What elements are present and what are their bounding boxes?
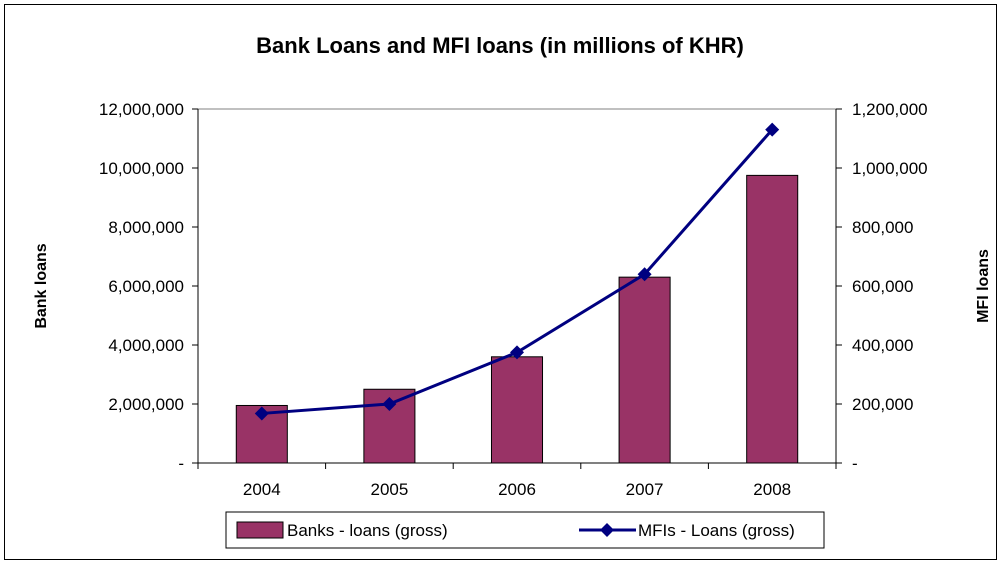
legend: Banks - loans (gross) MFIs - Loans (gros… (225, 511, 825, 549)
bar-2008 (746, 174, 799, 464)
mfi-point-2005 (382, 397, 397, 411)
y-tick-label: 2,000,000 (108, 395, 184, 414)
y-tick-label: - (178, 454, 184, 473)
y-tick-label: 8,000,000 (108, 218, 184, 237)
y2-tick-label: 1,200,000 (852, 100, 928, 119)
mfi-point-2006 (510, 345, 524, 360)
axes (192, 108, 842, 469)
y2-tick-label: 600,000 (852, 277, 913, 296)
legend-label-mfis: MFIs - Loans (gross) (638, 521, 795, 540)
y-axis-ticks: - 2,000,000 4,000,000 6,000,000 8,000,000 10,… (99, 100, 184, 473)
y2-axis-ticks: - 200,000 400,000 600,000 800,000 1,000,000 1,… (852, 100, 928, 473)
y2-tick-label: 1,000,000 (852, 159, 928, 178)
legend-swatch-banks (236, 521, 284, 539)
y2-tick-label: 200,000 (852, 395, 913, 414)
x-tick-label-2006: 2006 (498, 480, 536, 499)
line-series (254, 122, 780, 421)
legend-swatch-mfis-marker (600, 523, 614, 537)
y-axis-label: Bank loans (33, 243, 50, 328)
y-tick-label: 6,000,000 (108, 277, 184, 296)
x-tick-label-2005: 2005 (370, 480, 408, 499)
y-tick-label: 10,000,000 (99, 159, 184, 178)
y-tick-label: 4,000,000 (108, 336, 184, 355)
legend-box (225, 511, 825, 549)
y2-tick-label: - (852, 454, 858, 473)
mfi-point-2004 (254, 406, 269, 421)
x-axis-ticks: 2004 2005 2006 2007 2008 (243, 480, 791, 499)
y-tick-label: 12,000,000 (99, 100, 184, 119)
bar-series (235, 174, 799, 464)
legend-label-banks: Banks - loans (gross) (287, 521, 448, 540)
y2-tick-label: 800,000 (852, 218, 913, 237)
mfi-point-2007 (637, 267, 652, 282)
chart-title: Bank Loans and MFI loans (in millions of… (256, 33, 744, 58)
x-tick-label-2004: 2004 (243, 480, 281, 499)
y2-tick-label: 400,000 (852, 336, 913, 355)
bar-2007 (618, 276, 671, 464)
mfi-point-2008 (765, 122, 780, 137)
x-tick-label-2008: 2008 (753, 480, 791, 499)
bar-2006 (490, 356, 544, 464)
y2-axis-label: MFI loans (975, 249, 992, 323)
bar-2005 (363, 388, 416, 464)
x-tick-label-2007: 2007 (626, 480, 664, 499)
